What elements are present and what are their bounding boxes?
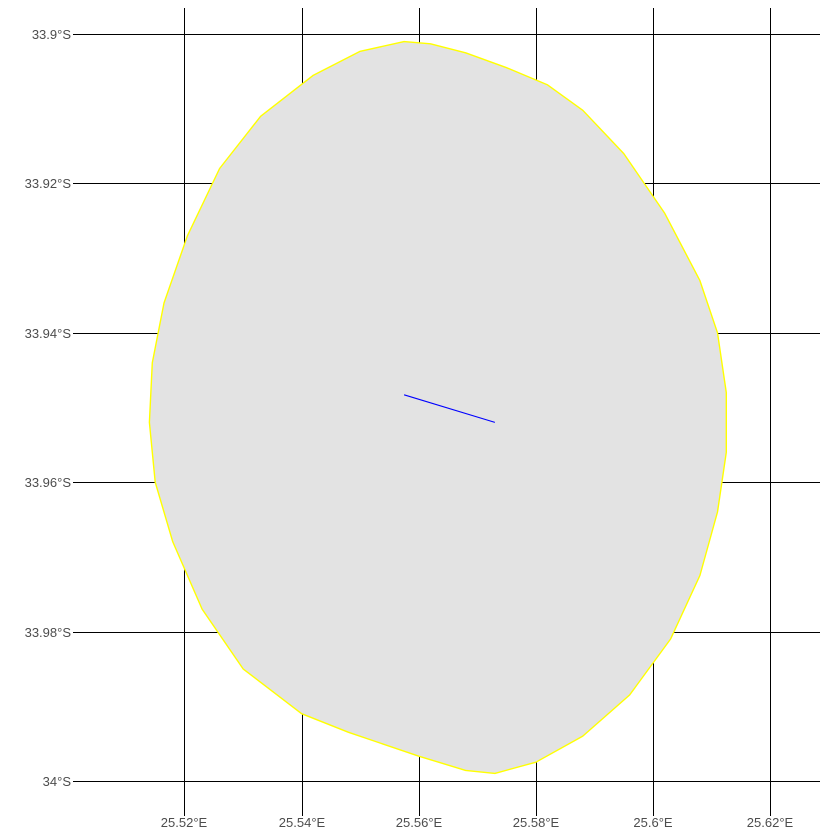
latitude-label: 33.92°S	[25, 176, 72, 191]
track-layer	[403, 394, 496, 423]
latitude-label: 33.96°S	[25, 475, 72, 490]
longitude-label: 25.56°E	[396, 815, 443, 830]
region-polygon	[148, 40, 727, 775]
latitude-label: 34°S	[43, 774, 72, 789]
latitude-label: 33.94°S	[25, 326, 72, 341]
track-line	[403, 394, 496, 423]
longitude-labels: 25.52°E 25.54°E 25.56°E 25.58°E 25.6°E 25.62°…	[161, 815, 794, 830]
longitude-label: 25.62°E	[747, 815, 794, 830]
longitude-label: 25.6°E	[633, 815, 673, 830]
latitude-labels: 33.9°S 33.92°S 33.94°S 33.96°S 33.98°S 34°S	[25, 27, 72, 789]
longitude-label: 25.58°E	[513, 815, 560, 830]
latitude-label: 33.98°S	[25, 625, 72, 640]
latitude-label: 33.9°S	[32, 27, 72, 42]
longitude-label: 25.54°E	[279, 815, 326, 830]
longitude-label: 25.52°E	[161, 815, 208, 830]
region-layer	[148, 40, 727, 775]
